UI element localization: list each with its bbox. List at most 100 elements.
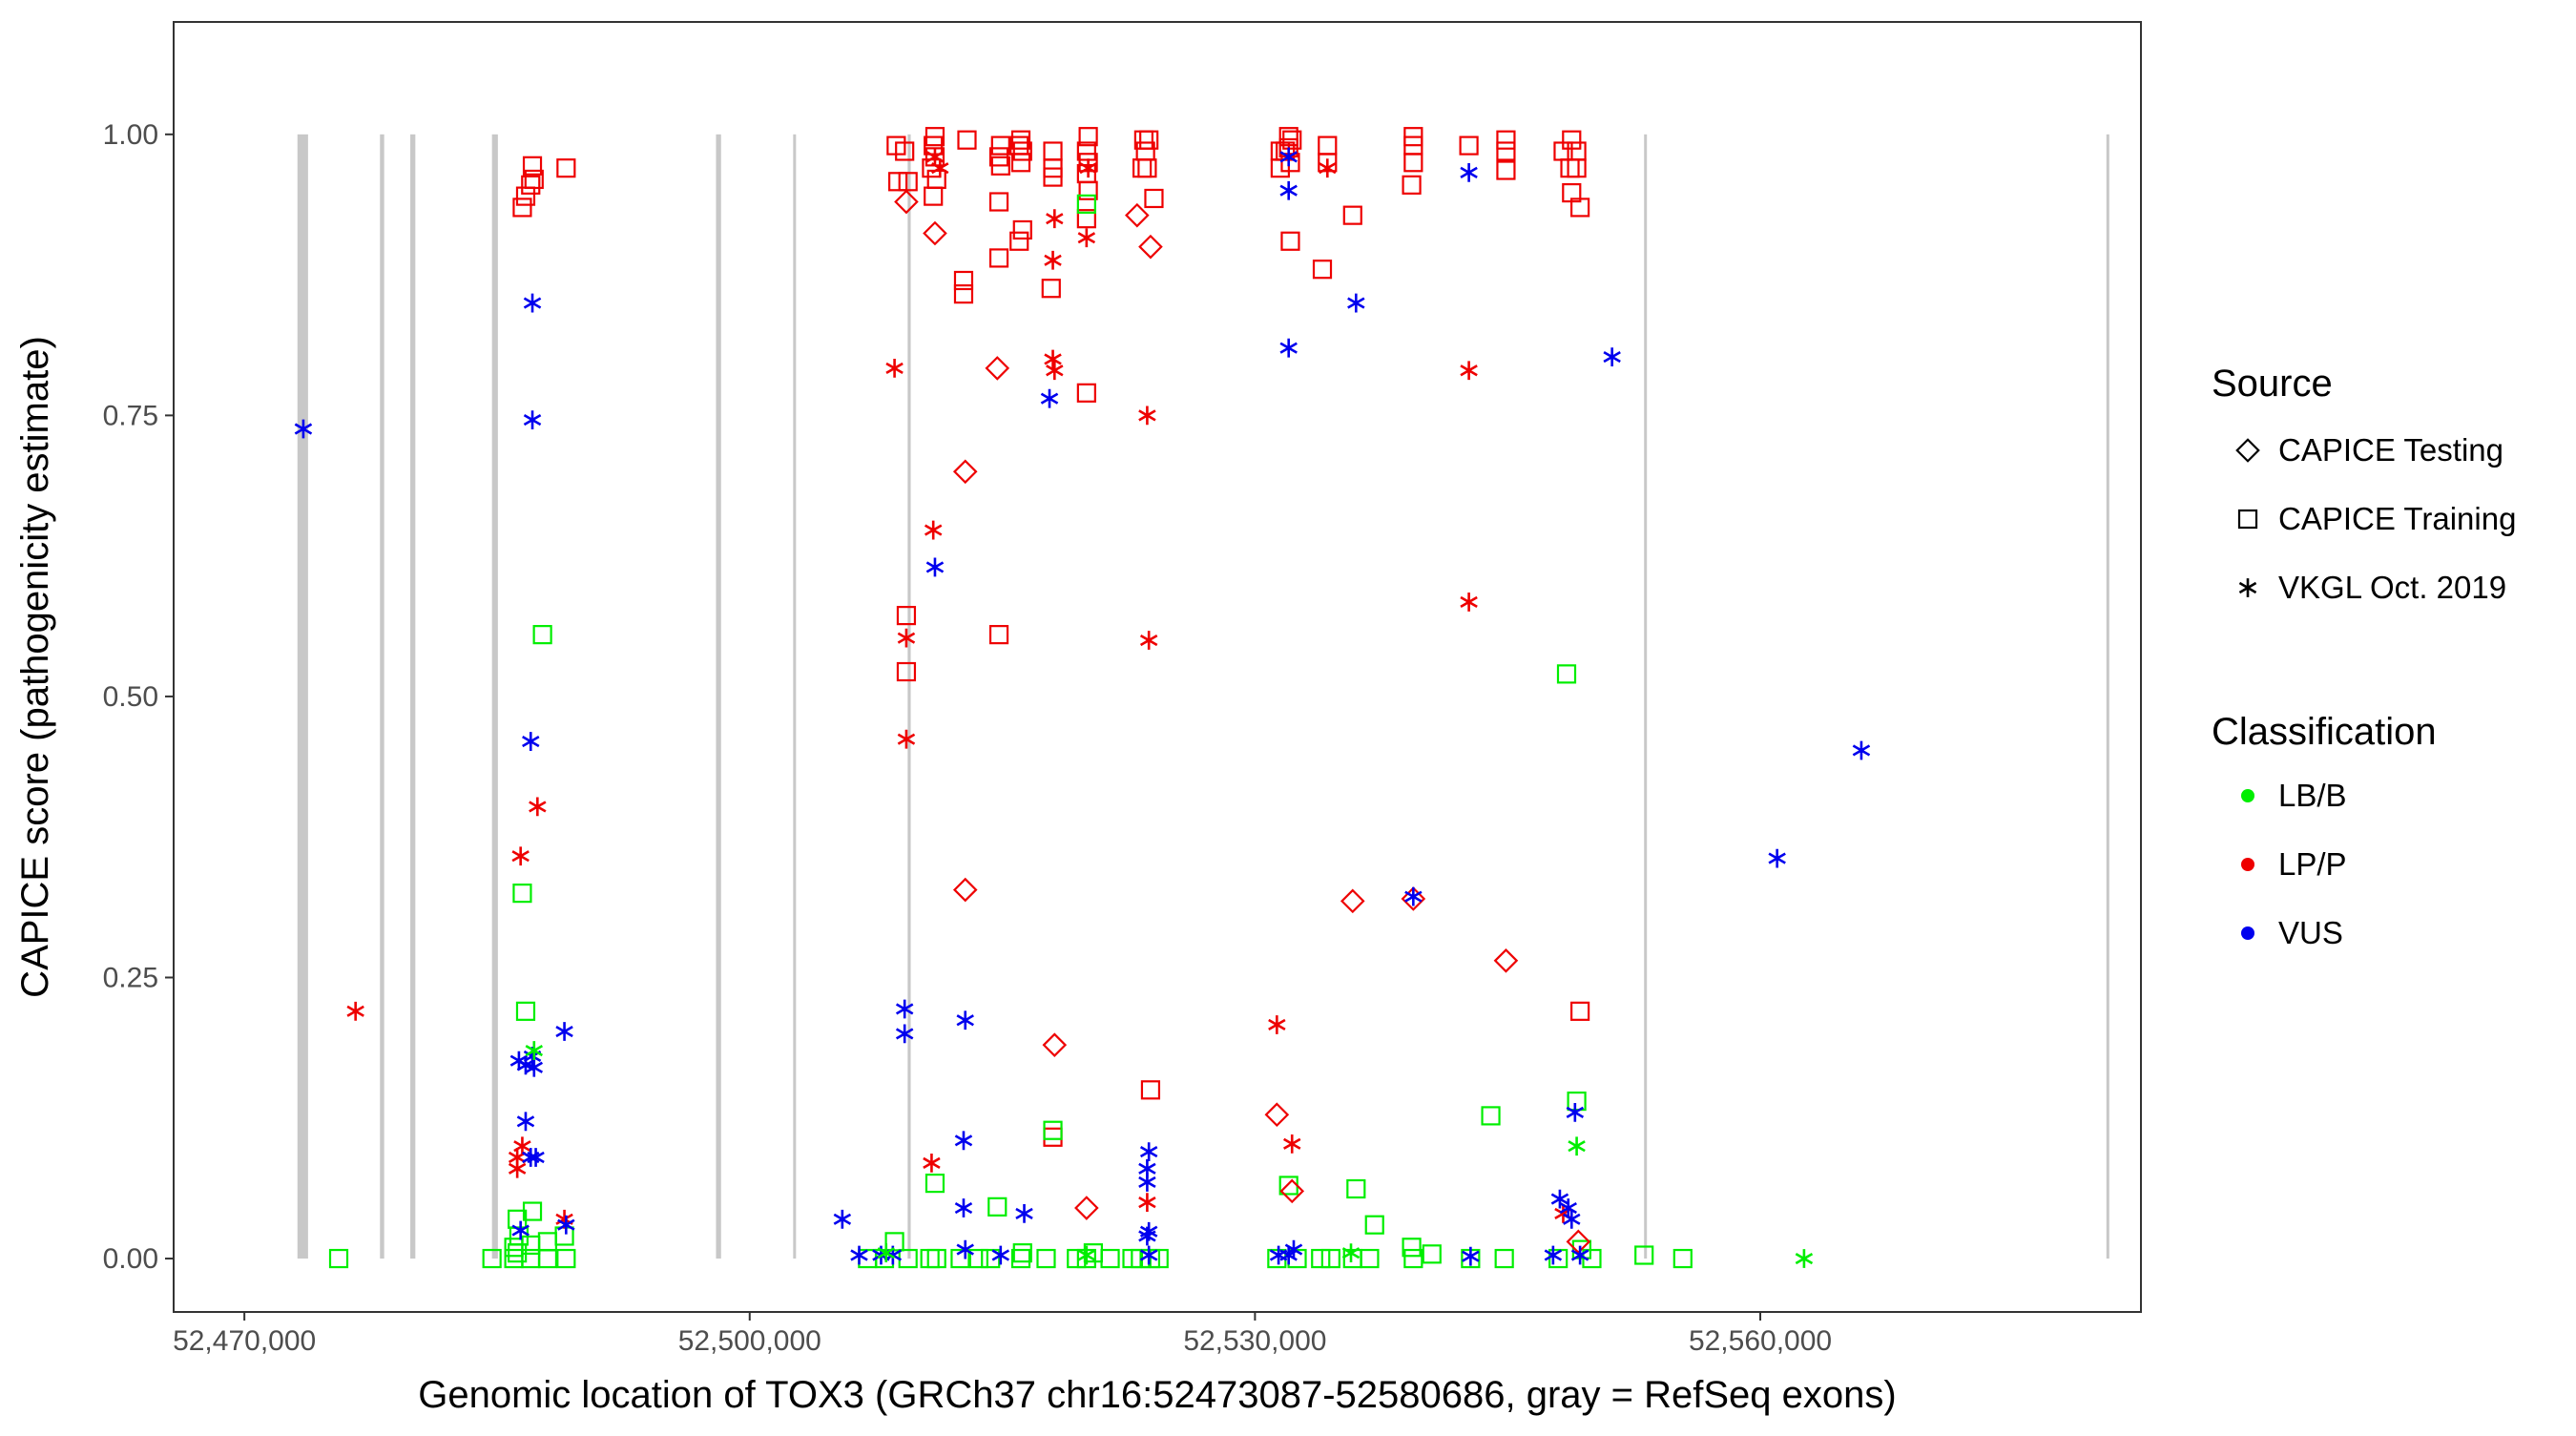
data-point xyxy=(1076,383,1096,403)
legend-source-title: Source xyxy=(2212,363,2333,405)
data-point xyxy=(1566,1229,1591,1255)
data-point xyxy=(987,1197,1008,1217)
data-point xyxy=(1278,127,1298,147)
data-point xyxy=(1311,1248,1331,1269)
data-point xyxy=(896,661,917,682)
data-point xyxy=(924,135,944,156)
data-point xyxy=(1036,1248,1056,1269)
data-point xyxy=(1280,231,1300,251)
data-point xyxy=(894,189,919,215)
data-point xyxy=(1562,130,1582,150)
data-point xyxy=(1284,1239,1303,1259)
data-point xyxy=(482,1248,502,1269)
data-point xyxy=(1496,160,1516,180)
data-point xyxy=(1279,180,1298,200)
data-point xyxy=(1560,158,1580,178)
data-point xyxy=(1138,406,1156,426)
data-point xyxy=(895,999,914,1019)
data-point xyxy=(522,156,543,176)
data-point xyxy=(294,419,313,439)
data-point xyxy=(1459,135,1479,156)
data-point xyxy=(1041,279,1061,299)
data-point xyxy=(555,1022,573,1041)
data-point xyxy=(1140,1080,1161,1100)
data-point xyxy=(898,172,918,192)
data-point xyxy=(1768,848,1786,868)
data-point xyxy=(988,248,1009,268)
data-point xyxy=(1342,205,1362,225)
data-point xyxy=(1010,1248,1031,1269)
data-point xyxy=(953,284,974,304)
data-point xyxy=(1283,1134,1301,1154)
exon-band xyxy=(1644,134,1648,1259)
data-point xyxy=(1270,158,1290,178)
y-tick-label: 0.75 xyxy=(103,400,158,431)
data-point xyxy=(1078,180,1098,200)
y-tick-label: 0.25 xyxy=(103,962,158,993)
data-point xyxy=(524,169,544,190)
x-tick-label: 52,560,000 xyxy=(1689,1325,1832,1357)
data-point xyxy=(346,1001,364,1021)
data-point xyxy=(1481,1106,1501,1126)
data-point xyxy=(1494,1248,1514,1269)
data-point xyxy=(1077,1245,1096,1265)
data-point xyxy=(1009,231,1029,251)
data-point xyxy=(1795,1249,1814,1268)
data-point xyxy=(1044,349,1062,369)
data-point xyxy=(1460,593,1478,612)
exon-band xyxy=(380,134,384,1259)
data-point xyxy=(1139,1142,1158,1161)
data-point xyxy=(1672,1248,1693,1269)
data-point xyxy=(954,1131,973,1151)
data-point xyxy=(1138,234,1163,260)
exon-band xyxy=(297,134,308,1259)
data-point xyxy=(521,175,541,195)
data-point xyxy=(924,520,943,540)
data-point xyxy=(1015,1204,1033,1223)
data-point xyxy=(1040,388,1059,408)
data-point xyxy=(1319,158,1337,178)
data-point xyxy=(888,172,908,192)
y-tick-label: 0.50 xyxy=(103,681,158,713)
data-point xyxy=(1137,158,1157,178)
data-point xyxy=(956,1239,974,1259)
data-point xyxy=(923,1153,941,1173)
data-point xyxy=(1570,1001,1590,1021)
data-point xyxy=(1556,664,1577,684)
data-point xyxy=(953,270,974,291)
data-point xyxy=(957,130,977,150)
data-point xyxy=(1012,141,1032,161)
data-point xyxy=(1138,1193,1156,1213)
data-point xyxy=(1496,130,1516,150)
legend-class-key xyxy=(2241,858,2254,871)
data-point xyxy=(513,1136,531,1156)
data-point xyxy=(931,158,949,178)
data-point xyxy=(1634,1245,1654,1265)
plot-panel-border xyxy=(173,21,2142,1313)
data-point xyxy=(968,1248,988,1269)
data-point xyxy=(1460,162,1478,182)
data-point xyxy=(990,156,1010,176)
data-point xyxy=(1139,130,1159,150)
data-point xyxy=(1046,361,1064,381)
data-point xyxy=(1012,219,1032,240)
y-tick-label: 0.00 xyxy=(103,1243,158,1275)
legend: Source CAPICE Testing CAPICE Training VKGL… xyxy=(2212,363,2516,950)
data-point xyxy=(1312,260,1333,280)
data-point xyxy=(516,1112,535,1132)
data-point xyxy=(328,1248,349,1269)
data-point xyxy=(525,1057,544,1077)
data-point xyxy=(924,186,944,206)
data-point xyxy=(511,1220,530,1240)
legend-source-items: CAPICE Testing CAPICE Training VKGL Oct. 2… xyxy=(2235,432,2516,605)
data-point xyxy=(895,1024,914,1044)
data-point xyxy=(1044,250,1062,270)
exon-band xyxy=(907,134,911,1259)
exon-band xyxy=(410,134,416,1259)
x-axis-label: Genomic location of TOX3 (GRCh37 chr16:5… xyxy=(418,1374,1896,1416)
exon-band xyxy=(716,134,721,1259)
data-point xyxy=(523,410,542,429)
data-point xyxy=(556,158,576,178)
data-point xyxy=(885,358,904,378)
data-point xyxy=(1279,1178,1305,1204)
